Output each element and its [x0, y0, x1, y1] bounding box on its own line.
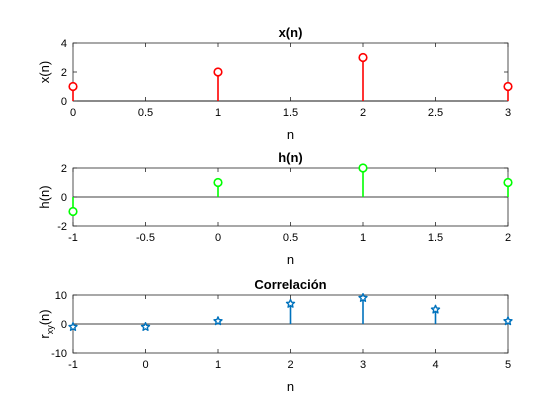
x-axis-label: n: [287, 252, 294, 267]
subplot-2: -1 -0.5 0 0.5 1 1.5 2 -2 0 2 h(n) n h(n): [37, 150, 513, 267]
x-tick-label: 2: [360, 107, 366, 119]
stem-marker: [503, 81, 513, 92]
y-axis-label-main: r: [37, 334, 52, 339]
axes-box: [72, 42, 509, 102]
subplot-1: 0 0.5 1 1.5 2 2.5 3 0 2 4 x(n) n x(n): [37, 25, 513, 142]
x-tick-label: 3: [505, 107, 511, 119]
x-tick-label: 1: [215, 359, 221, 371]
stem-marker: [503, 316, 513, 326]
stem-marker: [213, 316, 223, 326]
x-axis-label: n: [287, 127, 294, 142]
chart-title: Correlación: [254, 277, 326, 292]
x-tick-label: 0.5: [283, 232, 298, 244]
x-tick-label: 0: [70, 107, 76, 119]
y-tick-label: 2: [61, 163, 67, 175]
x-tick-label: 2.5: [428, 107, 443, 119]
x-tick-label: 4: [432, 359, 438, 371]
x-tick-label: -1: [68, 232, 78, 244]
stem-marker: [285, 298, 296, 308]
stem-marker: [358, 52, 368, 63]
x-tick-label: 1.5: [428, 232, 443, 244]
chart-title: x(n): [279, 25, 303, 40]
x-tick-label: 5: [505, 359, 511, 371]
x-tick-label: 0: [142, 359, 148, 371]
y-tick-label: -2: [57, 221, 67, 233]
y-tick-label: 4: [61, 38, 67, 50]
x-tick-label: -1: [68, 359, 78, 371]
y-tick-label: 0: [61, 192, 67, 204]
y-tick-label: 0: [61, 319, 67, 331]
stem-marker: [68, 322, 78, 331]
y-tick-label: 0: [61, 96, 67, 108]
x-tick-label: 1: [215, 107, 221, 119]
stem-marker: [430, 304, 441, 314]
y-axis-label-sub: xy: [45, 325, 55, 335]
stem-marker: [503, 177, 513, 188]
stem-marker: [140, 322, 151, 331]
y-axis-label: rxy(n): [37, 309, 55, 338]
stem-marker: [358, 293, 368, 302]
x-tick-label: 1.5: [283, 107, 298, 119]
y-tick-label: 2: [61, 67, 67, 79]
x-tick-label: 0.5: [138, 107, 153, 119]
y-axis-label-rest: (n): [37, 309, 52, 325]
stem-marker: [213, 177, 223, 188]
y-tick-label: -10: [51, 348, 67, 360]
x-tick-label: 1: [360, 232, 366, 244]
y-axis-label: h(n): [37, 185, 52, 208]
x-axis-label: n: [287, 379, 294, 394]
chart-title: h(n): [278, 150, 303, 165]
stem-marker: [68, 81, 78, 92]
x-tick-label: 2: [505, 232, 511, 244]
x-tick-label: -0.5: [136, 232, 155, 244]
y-axis-label: x(n): [37, 61, 52, 83]
x-tick-label: 0: [215, 232, 221, 244]
y-tick-label: 10: [55, 290, 67, 302]
x-tick-label: 2: [287, 359, 293, 371]
x-tick-label: 3: [360, 359, 366, 371]
stem-marker: [213, 67, 223, 77]
stem-marker: [358, 163, 368, 173]
stem-marker: [68, 206, 78, 217]
